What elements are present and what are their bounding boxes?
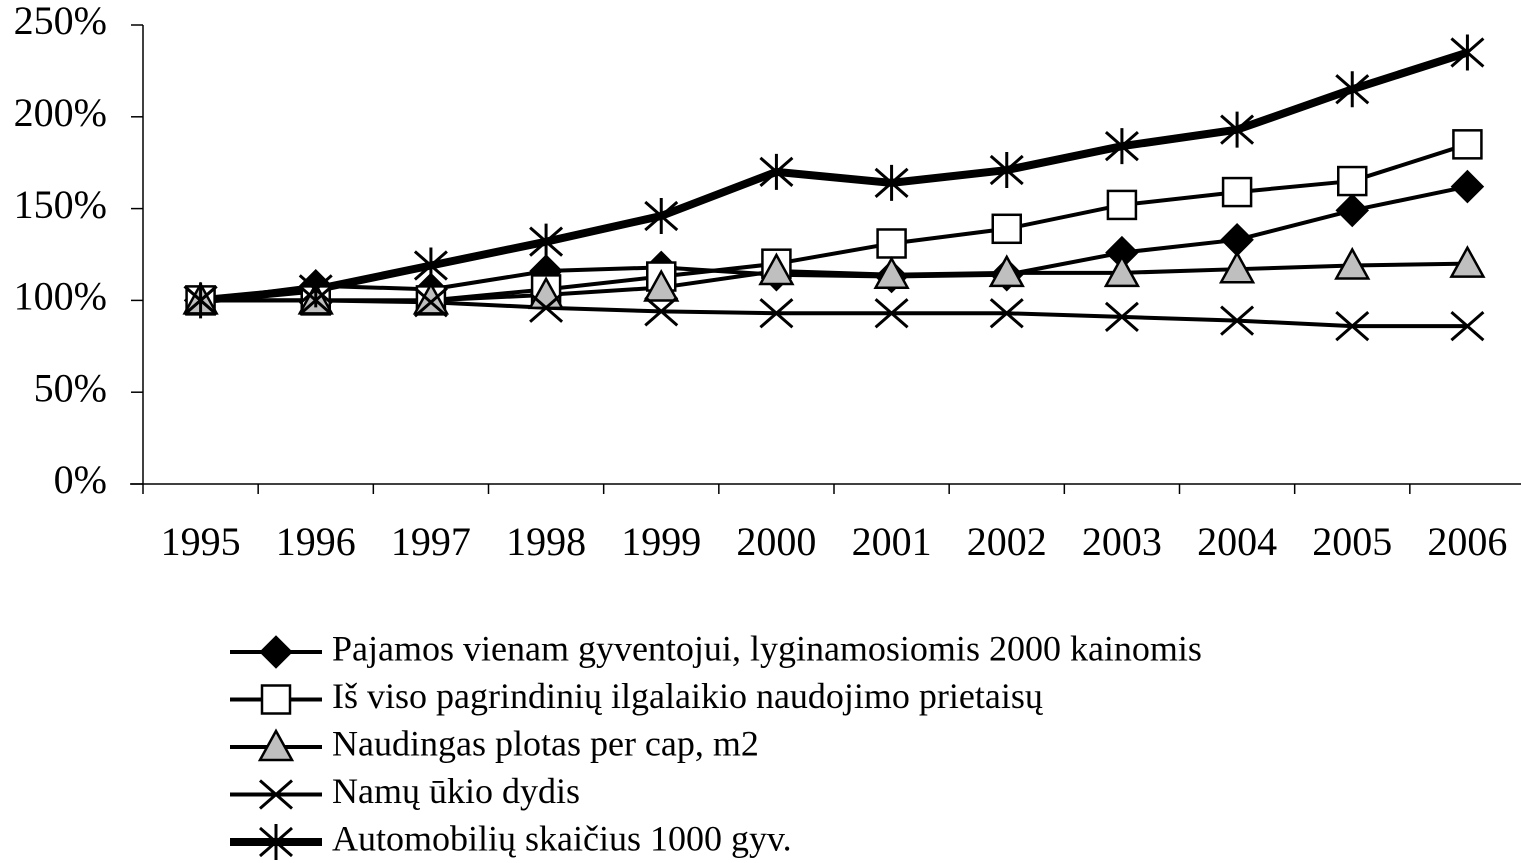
x-tick-label: 2000 xyxy=(736,519,816,564)
legend-label: Pajamos vienam gyventojui, lyginamosiomi… xyxy=(332,628,1202,668)
data-point xyxy=(644,296,679,327)
data-point xyxy=(413,287,448,318)
x-tick-label: 2006 xyxy=(1427,519,1507,564)
data-point xyxy=(1335,71,1370,108)
series-line xyxy=(200,184,1468,303)
x-tick-label: 2004 xyxy=(1197,519,1277,564)
data-point xyxy=(989,152,1024,189)
y-tick-label: 50% xyxy=(34,365,107,410)
data-point xyxy=(1104,128,1139,165)
data-point xyxy=(1103,254,1141,288)
x-tick-label: 2003 xyxy=(1082,519,1162,564)
data-point xyxy=(644,197,679,234)
data-point xyxy=(1220,223,1254,257)
data-point xyxy=(1452,129,1483,160)
data-point xyxy=(1335,193,1370,228)
data-point xyxy=(413,247,448,284)
data-point xyxy=(873,256,910,289)
x-tick-label: 1997 xyxy=(391,519,471,564)
x-tick-label: 1999 xyxy=(621,519,701,564)
data-point xyxy=(1106,189,1138,221)
data-point xyxy=(529,292,564,323)
series-line xyxy=(200,261,1468,303)
y-tick-label: 250% xyxy=(14,0,107,43)
data-point xyxy=(874,164,909,201)
data-point xyxy=(876,228,907,259)
data-point xyxy=(989,298,1024,329)
data-point xyxy=(529,223,564,260)
y-tick-label: 0% xyxy=(54,457,107,502)
data-point xyxy=(874,298,909,329)
legend-marker xyxy=(260,684,292,715)
data-point xyxy=(643,268,680,302)
x-tick-label: 1998 xyxy=(506,519,586,564)
legend-marker xyxy=(259,824,293,860)
legend-label: Namų ūkio dydis xyxy=(332,771,580,811)
series-line xyxy=(200,298,1468,329)
data-point xyxy=(183,282,218,319)
y-tick-label: 200% xyxy=(14,90,107,135)
legend-marker xyxy=(259,635,293,669)
data-point xyxy=(988,254,1025,288)
legend-label: Naudingas plotas per cap, m2 xyxy=(332,723,759,763)
data-point xyxy=(1337,165,1368,197)
x-tick-label: 1996 xyxy=(276,519,356,564)
y-tick-label: 150% xyxy=(14,182,107,227)
data-point xyxy=(1218,250,1256,284)
series-line xyxy=(200,48,1469,305)
x-tick-label: 2005 xyxy=(1312,519,1392,564)
data-point xyxy=(758,252,795,286)
data-point xyxy=(1335,310,1370,342)
x-tick-label: 2002 xyxy=(967,519,1047,564)
data-point xyxy=(1220,111,1255,148)
legend-label: Automobilių skaičius 1000 gyv. xyxy=(332,818,792,858)
data-point xyxy=(412,281,450,315)
legend-marker xyxy=(259,779,293,810)
data-point xyxy=(1449,245,1486,278)
data-point xyxy=(991,213,1022,245)
data-point xyxy=(759,153,794,190)
data-point xyxy=(1450,169,1485,204)
x-tick-label: 2001 xyxy=(852,519,932,564)
legend-marker xyxy=(257,728,295,762)
data-point xyxy=(1450,310,1485,342)
x-tick-label: 1995 xyxy=(161,519,241,564)
y-tick-label: 100% xyxy=(14,274,107,319)
data-point xyxy=(1104,301,1139,333)
data-point xyxy=(1450,34,1485,71)
data-point xyxy=(298,271,333,308)
data-point xyxy=(759,298,794,329)
data-point xyxy=(1334,246,1371,280)
data-point xyxy=(1221,176,1253,208)
legend-label: Iš viso pagrindinių ilgalaikio naudojimo… xyxy=(332,676,1044,716)
data-point xyxy=(1220,305,1255,336)
